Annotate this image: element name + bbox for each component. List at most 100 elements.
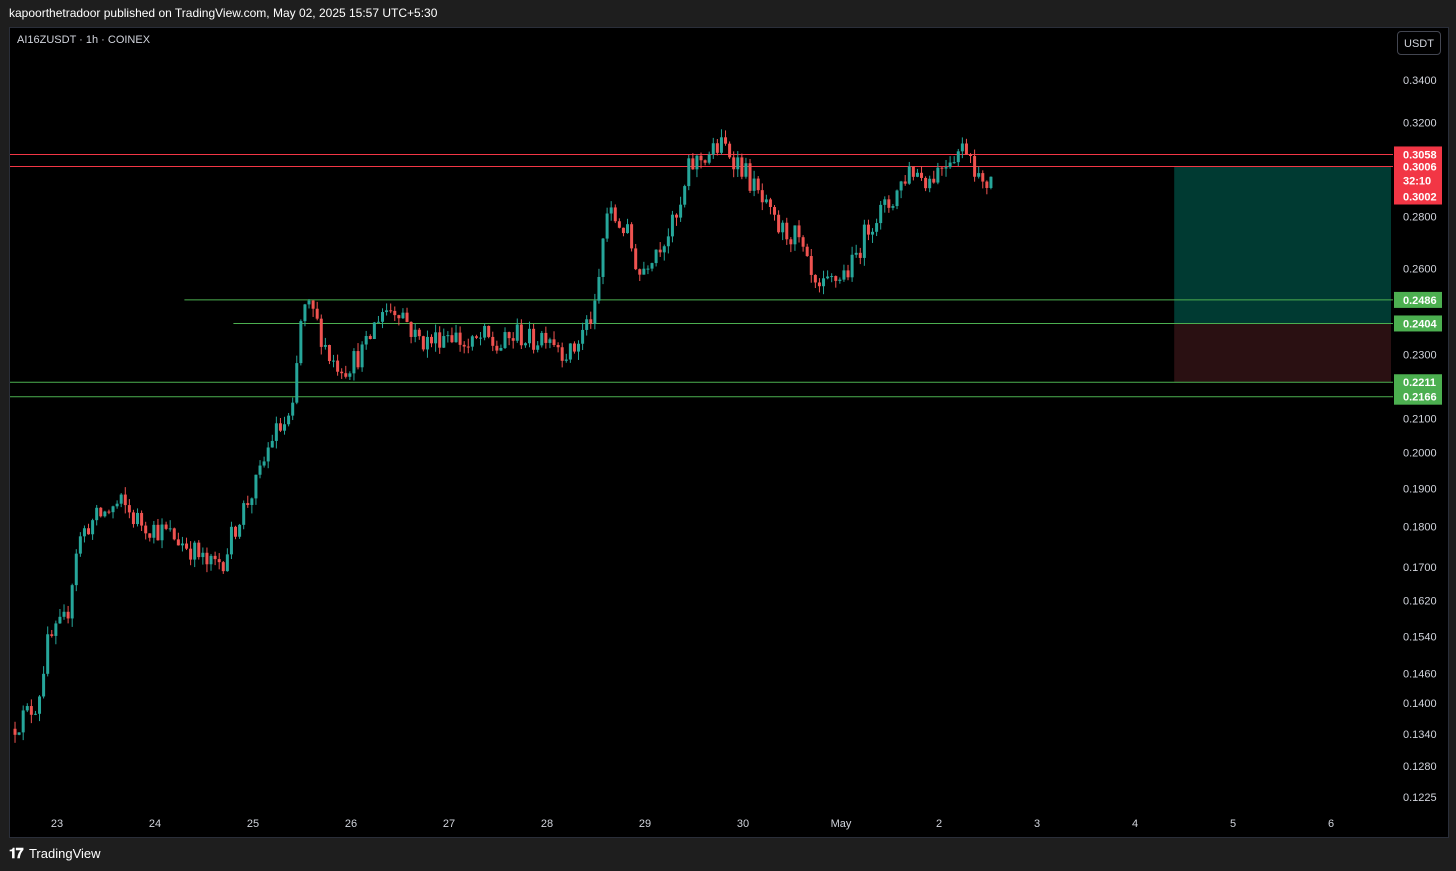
candle-body — [822, 278, 826, 287]
candle-body — [732, 157, 736, 170]
candle-body — [932, 178, 936, 183]
candle-body — [719, 137, 723, 153]
candle-body — [981, 173, 985, 182]
candle-body — [50, 634, 54, 636]
candle-body — [315, 308, 319, 319]
candle-body — [515, 324, 519, 341]
candle-body — [621, 227, 625, 234]
candle-body — [634, 248, 638, 270]
candle-body — [744, 163, 748, 177]
candle-body — [773, 207, 777, 215]
candle-body — [176, 539, 180, 546]
candle-body — [303, 304, 307, 322]
candle-body — [425, 336, 429, 350]
candle-body — [229, 526, 233, 555]
candle-body — [33, 713, 37, 715]
candle-body — [532, 328, 536, 350]
candle-body — [487, 325, 491, 337]
candle-body — [577, 343, 581, 352]
candle-body — [262, 461, 266, 466]
candle-body — [797, 225, 801, 238]
candle-body — [46, 634, 50, 674]
candle-body — [66, 611, 70, 619]
candle-body — [401, 312, 405, 319]
candle-body — [556, 345, 560, 348]
candle-body — [650, 263, 654, 269]
candle-body — [948, 162, 952, 168]
candle-body — [356, 351, 360, 368]
candle-body — [462, 344, 466, 347]
time-axis-label: 6 — [1328, 818, 1334, 830]
candle-body — [421, 336, 425, 350]
candle-body — [675, 214, 679, 218]
candle-body — [319, 318, 323, 347]
price-axis-label: 0.3400 — [1403, 75, 1437, 87]
time-axis-label: 3 — [1034, 818, 1040, 830]
candle-body — [474, 336, 478, 338]
candle-body — [38, 696, 42, 714]
time-axis-label: 30 — [737, 818, 749, 830]
candle-body — [528, 328, 532, 344]
currency-button[interactable]: USDT — [1397, 31, 1441, 55]
footer-brand[interactable]: TradingView — [28, 846, 101, 861]
candle-body — [866, 224, 870, 235]
candle-body — [140, 512, 144, 526]
candle-body — [552, 339, 556, 346]
chart-frame[interactable] — [9, 27, 1449, 838]
candle-body — [119, 494, 123, 504]
profit-zone — [1174, 166, 1391, 324]
candle-body — [850, 254, 854, 278]
candle-body — [360, 344, 364, 368]
candle-body — [715, 143, 719, 153]
price-axis-label: 0.1620 — [1403, 596, 1437, 608]
candle-body — [270, 440, 274, 448]
candle-body — [450, 335, 454, 343]
candle-body — [193, 542, 197, 560]
candle-body — [952, 162, 956, 164]
price-axis-label: 0.2800 — [1403, 211, 1437, 223]
candle-body — [13, 728, 17, 735]
price-axis-label: 0.1225 — [1403, 792, 1437, 804]
candle-body — [540, 332, 544, 346]
level-price-badge-text: 0.2486 — [1403, 295, 1437, 307]
candle-body — [879, 204, 883, 224]
candle-body — [854, 252, 858, 255]
candle-body — [483, 325, 487, 338]
candle-body — [152, 524, 156, 538]
candle-body — [160, 524, 164, 541]
candle-body — [136, 512, 140, 525]
candle-body — [707, 154, 711, 163]
time-axis-label: 5 — [1230, 818, 1236, 830]
candle-body — [560, 347, 564, 361]
candle-body — [397, 315, 401, 319]
candle-body — [699, 155, 703, 161]
candle-body — [99, 507, 103, 517]
candle-body — [564, 359, 568, 361]
candle-body — [148, 533, 152, 538]
candle-body — [95, 507, 99, 521]
time-axis-label: 23 — [51, 818, 63, 830]
candle-body — [266, 447, 270, 462]
candle-body — [327, 345, 331, 362]
candle-body — [895, 190, 899, 207]
symbol-info: AI16ZUSDT · 1h · COINEX — [17, 34, 151, 46]
candle-body — [956, 151, 960, 163]
candle-body — [127, 505, 131, 513]
candle-body — [470, 336, 474, 347]
candle-body — [254, 474, 258, 499]
candle-body — [58, 616, 62, 624]
candle-body — [875, 223, 879, 232]
candle-body — [21, 710, 25, 733]
tradingview-logo-icon[interactable]: 𝟏𝟕 — [9, 845, 24, 861]
candle-body — [748, 163, 752, 191]
candle-body — [903, 181, 907, 184]
price-axis-label: 0.1900 — [1403, 484, 1437, 496]
candle-body — [246, 503, 250, 505]
sub-price-text: 0.3002 — [1403, 192, 1437, 204]
candle-body — [25, 706, 29, 711]
candle-body — [871, 231, 875, 235]
candle-body — [323, 345, 327, 347]
candle-body — [523, 343, 527, 346]
candle-body — [242, 503, 246, 525]
